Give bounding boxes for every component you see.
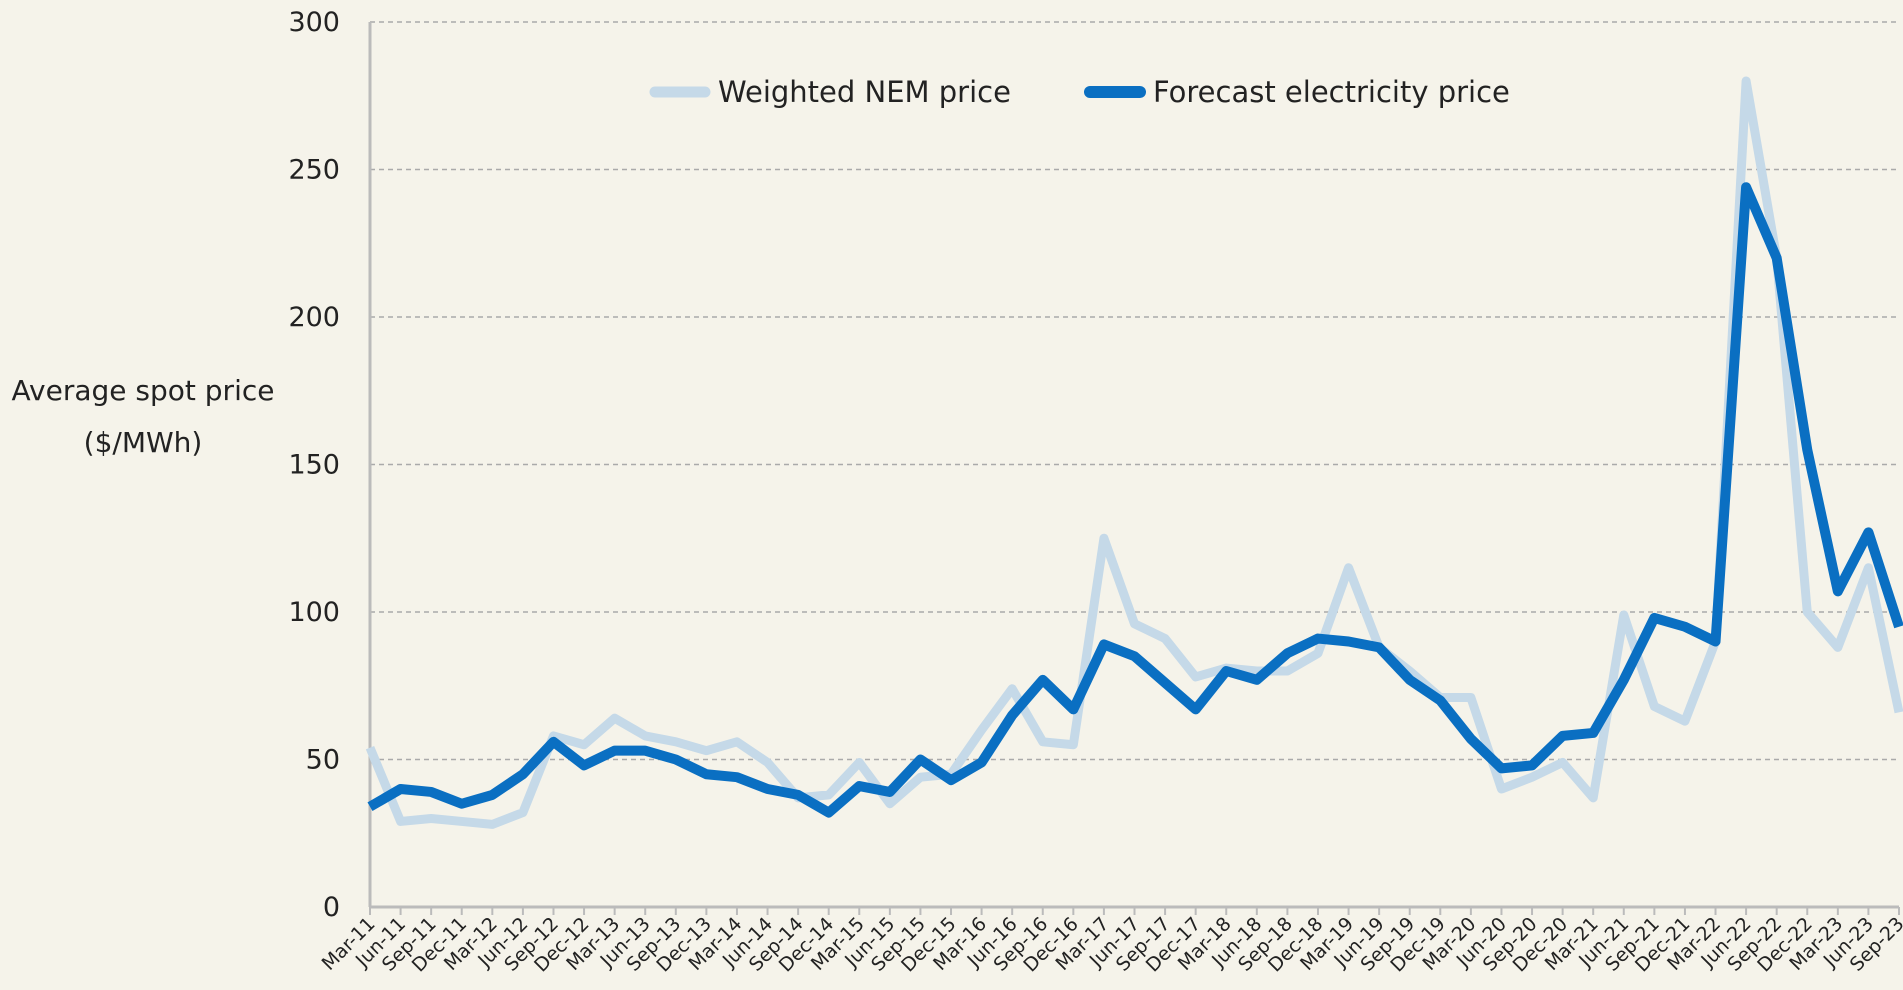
y-axis-label: Average spot price (12, 374, 275, 407)
series-line (367, 182, 1903, 818)
y-tick-label: 200 (288, 302, 340, 333)
y-tick-label: 300 (288, 7, 340, 38)
y-tick-label: 250 (288, 155, 340, 186)
y-tick-label: 0 (323, 892, 340, 923)
y-tick-label: 100 (288, 597, 340, 628)
legend-label: Weighted NEM price (718, 75, 1011, 109)
legend-label: Forecast electricity price (1153, 75, 1510, 109)
y-tick-label: 50 (306, 745, 340, 776)
y-tick-label: 150 (288, 450, 340, 481)
y-axis-label: ($/MWh) (84, 426, 203, 459)
series-line (365, 76, 1903, 829)
